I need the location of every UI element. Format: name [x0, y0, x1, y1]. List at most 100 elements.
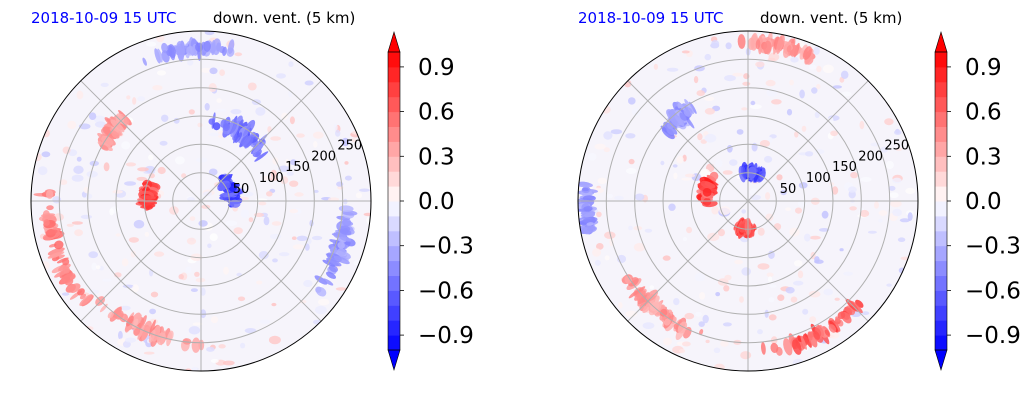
- panel-2-colorbar-tick-0.3: 0.3: [965, 144, 1002, 170]
- panel-2-noise-cell: [666, 67, 679, 72]
- panel-1-feature-7-cell: [203, 40, 211, 52]
- panel-2-noise-cell: [614, 195, 624, 201]
- panel-1-noise-cell: [91, 262, 98, 271]
- panel-1-noise-cell: [263, 216, 270, 226]
- panel-1-noise-cell: [124, 337, 137, 343]
- panel-2-noise-cell: [686, 226, 693, 234]
- panel-1-noise-cell: [355, 192, 362, 199]
- panel-2-noise-cell: [822, 64, 834, 74]
- panel-2-noise-cell: [765, 192, 771, 200]
- panel-2-noise-cell: [843, 271, 853, 276]
- panel-2-noise-cell: [604, 231, 616, 239]
- panel-1-noise-cell: [189, 216, 196, 222]
- panel-1-noise-cell: [219, 69, 226, 76]
- panel-2-feature-7-cell: [582, 216, 598, 224]
- panel-2-noise-cell: [604, 255, 610, 261]
- panel-2-noise-cell: [773, 223, 782, 231]
- panel-1-feature-6-cell: [328, 264, 338, 273]
- panel-1-noise-cell: [225, 220, 238, 226]
- panel-2-noise-cell: [780, 189, 787, 196]
- panel-1-feature-6-cell: [314, 275, 328, 285]
- panel-2-noise-cell: [860, 177, 872, 182]
- panel-2-noise-cell: [663, 337, 672, 346]
- panel-1-colorbar-level: [388, 66, 400, 83]
- panel-2-noise-cell: [907, 212, 913, 221]
- panel-1-colorbar-extend-max: [387, 30, 401, 53]
- panel-1-noise-cell: [270, 136, 281, 141]
- panel-1-noise-cell: [161, 114, 169, 123]
- panel-2-noise-cell: [653, 63, 659, 70]
- panel-2-colorbar-tick-0.0: 0.0: [965, 189, 1002, 215]
- panel-2-colorbar-level: [935, 96, 947, 113]
- panel-1-noise-cell: [100, 82, 109, 87]
- panel-2-colorbar-tick-0.6: 0.6: [965, 100, 1002, 126]
- panel-2-noise-cell: [839, 248, 844, 252]
- panel-1-noise-cell: [333, 123, 338, 131]
- panel-1-feature-2-cell: [167, 330, 174, 341]
- panel-1-noise-cell: [145, 41, 157, 47]
- panel-2-noise-cell: [741, 107, 748, 111]
- panel-2-noise-cell: [739, 296, 744, 303]
- panel-2-noise-cell: [618, 302, 623, 309]
- panel-1-noise-cell: [313, 131, 324, 139]
- panel-2-colorbar-level: [935, 201, 947, 217]
- panel-1-noise-cell: [208, 168, 218, 176]
- panel-1-noise-cell: [103, 162, 110, 172]
- panel-2-noise-cell: [596, 211, 602, 218]
- panel-1-feature-7-cell: [154, 48, 161, 64]
- panel-2-feature-2-cell: [761, 342, 766, 355]
- panel-2-noise-cell: [771, 99, 782, 105]
- panel-2-title-date: 2018-10-09 15 UTC: [578, 9, 724, 27]
- panel-1-feature-7-cell: [168, 44, 176, 59]
- panel-2-grid: [577, 30, 919, 372]
- panel-2-noise-cell: [816, 65, 822, 73]
- panel-1-noise-cell: [80, 214, 93, 219]
- panel-2-feature-4-cell: [777, 36, 783, 51]
- panel-1-noise-cell: [318, 298, 330, 306]
- panel-1-colorbar-level: [388, 156, 400, 172]
- panel-2-noise-cell: [695, 311, 702, 317]
- panel-1-colorbar-level: [388, 52, 400, 68]
- panel-2-colorbar-level: [935, 66, 947, 83]
- panel-1-noise-cell: [185, 266, 192, 274]
- panel-1-noise-cell: [94, 121, 107, 128]
- panel-1-noise-cell: [315, 305, 327, 315]
- panel-1-noise-cell: [126, 95, 131, 100]
- panel-2-noise-cell: [697, 133, 703, 141]
- panel-2-noise-cell: [874, 201, 879, 209]
- panel-1-noise-cell: [115, 233, 121, 237]
- panel-2-noise-cell: [789, 79, 794, 86]
- panel-2-noise-cell: [673, 172, 678, 179]
- panel-1-feature-1-cell: [43, 219, 50, 226]
- panel-1-noise-cell: [200, 67, 212, 73]
- panel-1-noise-cell: [344, 175, 352, 181]
- panel-2-noise-cell: [720, 340, 729, 347]
- panel-1-feature-5-cell: [235, 119, 244, 134]
- panel-2-noise-cell: [757, 227, 765, 236]
- panel-2-colorbar-level: [935, 215, 947, 232]
- panel-2-feature-2-cell: [828, 324, 837, 333]
- panel-2-radial-label-250: 250: [884, 139, 909, 154]
- panel-1-noise-cell: [222, 360, 235, 366]
- panel-1-noise-cell: [148, 173, 155, 179]
- panel-1-noise-cell: [71, 221, 83, 225]
- panel-2-noise-cell: [819, 228, 830, 232]
- panel-1-noise-cell: [187, 197, 196, 202]
- panel-2-noise-cell: [660, 160, 665, 166]
- panel-2-grid-spoke: [627, 200, 749, 322]
- panel-2-colorbar-level: [935, 230, 947, 247]
- panel-2-colorbar-level: [935, 171, 947, 187]
- panel-1-noise-cell: [216, 98, 222, 103]
- panel-2-noise-cell: [610, 129, 623, 135]
- panel-1-colorbar-level: [388, 126, 400, 142]
- panel-1-colorbar-tick-0.3: 0.3: [418, 144, 455, 170]
- panel-2-radial-label-50: 50: [780, 182, 797, 197]
- panel-1-feature-1-cell: [45, 189, 54, 199]
- panel-2-noise-cell: [867, 230, 877, 234]
- panel-2-feature-3-cell: [699, 329, 704, 336]
- panel-1-feature-5-cell: [252, 141, 266, 154]
- panel-2-feature-3-cell: [673, 323, 680, 330]
- panel-1-radial-label-200: 200: [311, 149, 336, 164]
- panel-2-noise-cell: [816, 83, 821, 90]
- panel-1-noise-cell: [289, 116, 295, 125]
